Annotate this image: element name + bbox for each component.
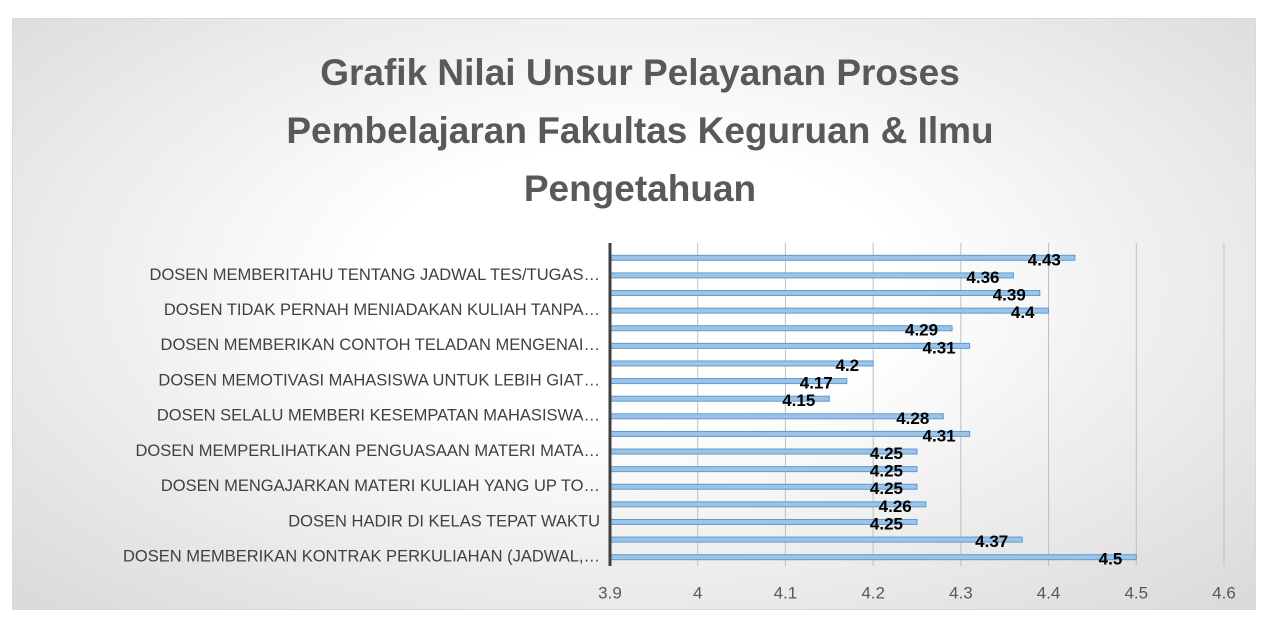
value-label: 4.43: [1028, 250, 1061, 269]
bar: [609, 360, 874, 367]
y-tick-label: DOSEN HADIR DI KELAS TEPAT WAKTU: [288, 512, 600, 530]
value-label: 4.31: [923, 338, 956, 357]
value-label: 4.26: [879, 497, 912, 516]
y-tick-label: DOSEN MEMBERIKAN KONTRAK PERKULIAHAN (JA…: [123, 548, 600, 566]
value-label: 4.37: [975, 532, 1008, 551]
value-label: 4.25: [870, 462, 903, 481]
x-tick-label: 4.1: [774, 583, 798, 602]
y-tick-label: DOSEN TIDAK PERNAH MENIADAKAN KULIAH TAN…: [164, 301, 600, 319]
value-label: 4.36: [966, 268, 999, 287]
value-label: 4.4: [1011, 303, 1035, 322]
value-label: 4.39: [993, 286, 1026, 305]
value-label: 4.15: [782, 391, 815, 410]
value-label: 4.31: [923, 426, 956, 445]
value-label: 4.28: [896, 409, 929, 428]
y-tick-label: DOSEN MENGAJARKAN MATERI KULIAH YANG UP …: [161, 477, 600, 495]
x-tick-label: 4: [693, 583, 702, 602]
x-tick-label: 4.3: [949, 583, 973, 602]
bar: [609, 413, 944, 420]
value-label: 4.25: [870, 444, 903, 463]
value-label: 4.2: [836, 356, 860, 375]
bar: [609, 430, 971, 437]
bar: [609, 307, 1050, 314]
chart-title: Grafik Nilai Unsur Pelayanan Proses Pemb…: [286, 52, 994, 209]
value-label: 4.25: [870, 479, 903, 498]
value-label: 4.5: [1099, 550, 1123, 569]
value-label: 4.25: [870, 514, 903, 533]
bar: [609, 290, 1041, 297]
bar: [609, 325, 953, 332]
value-label: 4.17: [800, 374, 833, 393]
x-tick-label: 4.4: [1037, 583, 1061, 602]
bar: [609, 272, 1014, 279]
y-tick-label: DOSEN MEMBERIKAN CONTOH TELADAN MENGENAI…: [161, 336, 600, 354]
bar: [609, 536, 1023, 543]
x-tick-label: 4.5: [1124, 583, 1148, 602]
x-tick-label: 3.9: [598, 583, 622, 602]
bar: [609, 554, 1137, 561]
y-tick-label: DOSEN SELALU MEMBERI KESEMPATAN MAHASISW…: [157, 407, 600, 425]
value-label: 4.29: [905, 321, 938, 340]
bar: [609, 342, 971, 349]
y-tick-label: DOSEN MEMPERLIHATKAN PENGUASAAN MATERI M…: [135, 442, 600, 460]
x-tick-label: 4.2: [861, 583, 885, 602]
y-tick-label: DOSEN MEMBERITAHU TENTANG JADWAL TES/TUG…: [150, 266, 600, 284]
x-tick-label: 4.6: [1212, 583, 1236, 602]
bar: [609, 254, 1076, 261]
y-tick-label: DOSEN MEMOTIVASI MAHASISWA UNTUK LEBIH G…: [158, 371, 600, 389]
